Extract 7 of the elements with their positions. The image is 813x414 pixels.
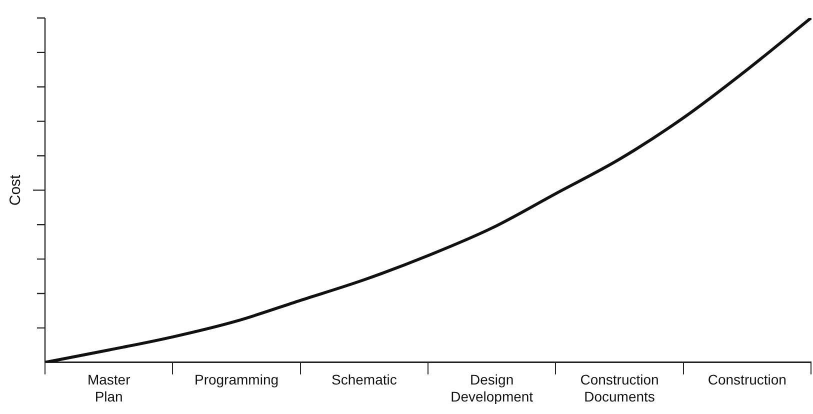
x-tick-label: Schematic	[331, 372, 397, 388]
y-axis-title: Cost	[7, 174, 24, 206]
x-tick-label: Master Plan	[87, 372, 131, 404]
x-tick-label: Construction Documents	[580, 372, 659, 404]
x-tick-label: Programming	[194, 372, 279, 388]
x-tick-label: Construction	[708, 372, 786, 388]
x-tick-label: Design Development	[450, 372, 534, 404]
